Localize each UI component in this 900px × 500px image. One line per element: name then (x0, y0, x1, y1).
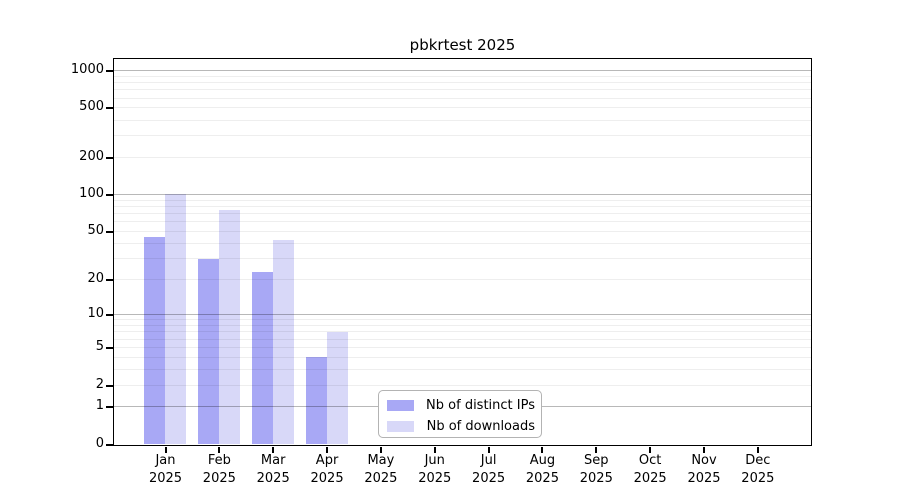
x-tick-label-apr: Apr 2025 (310, 453, 344, 486)
bars-layer (114, 59, 811, 445)
legend-entry-distinct-ips: Nb of distinct IPs (387, 396, 535, 414)
x-tick-label-jul: Jul 2025 (472, 453, 506, 486)
legend-swatch-distinct-ips (387, 399, 414, 411)
minor-gridline (113, 356, 811, 358)
y-tick-label: 20 (87, 271, 104, 287)
x-tick-label-sep: Sep 2025 (579, 453, 613, 486)
x-tick-label-dec: Dec 2025 (741, 453, 775, 486)
minor-gridline (113, 75, 811, 77)
y-tick-label: 2 (95, 376, 104, 392)
minor-gridline (113, 325, 811, 327)
x-tick (487, 446, 490, 453)
minor-gridline (113, 199, 811, 201)
y-tick-label: 50 (87, 223, 104, 239)
minor-gridline (113, 107, 811, 109)
x-tick-label-aug: Aug 2025 (525, 453, 559, 486)
bar-downloads-feb (218, 210, 240, 445)
y-tick (105, 347, 113, 349)
y-tick-label: 1000 (70, 62, 104, 77)
minor-gridline (113, 206, 811, 208)
y-tick (105, 70, 113, 72)
x-tick (433, 446, 436, 453)
legend: Nb of distinct IPs Nb of downloads (378, 390, 542, 438)
y-tick-label: 5 (95, 339, 104, 354)
x-tick (326, 446, 329, 453)
minor-gridline (113, 82, 811, 84)
x-tick (379, 446, 382, 453)
y-tick-label: 10 (87, 306, 104, 322)
minor-gridline (113, 331, 811, 333)
y-tick (105, 156, 113, 159)
major-gridline (113, 194, 811, 196)
y-tick (105, 406, 113, 409)
y-tick (105, 384, 113, 387)
minor-gridline (113, 384, 811, 386)
bar-distinct-ips-apr (305, 357, 327, 445)
major-gridline (113, 314, 811, 316)
bar-distinct-ips-feb (197, 258, 219, 445)
chart-title: pbkrtest 2025 (409, 36, 516, 54)
plot-area (112, 57, 812, 446)
y-tick-label: 500 (79, 99, 104, 115)
minor-gridline (113, 135, 811, 137)
grid-layer (113, 59, 811, 445)
bar-distinct-ips-mar (251, 272, 273, 445)
minor-gridline (113, 97, 811, 99)
bar-downloads-jan (165, 193, 186, 445)
minor-gridline (113, 242, 811, 244)
y-tick-label: 1 (95, 398, 104, 414)
y-tick (105, 194, 113, 197)
x-tick (272, 446, 275, 453)
legend-label-downloads: Nb of downloads (426, 418, 535, 434)
x-tick-label-mar: Mar 2025 (256, 453, 290, 486)
y-tick (105, 314, 113, 317)
x-tick (541, 446, 544, 453)
bar-downloads-mar (272, 239, 294, 445)
y-tick-label: 0 (95, 436, 104, 451)
x-tick (218, 446, 221, 453)
x-tick-label-may: May 2025 (364, 453, 398, 486)
x-tick (595, 446, 598, 453)
x-tick (164, 446, 167, 453)
minor-gridline (113, 347, 811, 348)
minor-gridline (113, 156, 811, 158)
bar-downloads-apr (326, 331, 348, 445)
minor-gridline (113, 258, 811, 260)
x-tick (756, 446, 759, 453)
legend-label-distinct-ips: Nb of distinct IPs (426, 397, 535, 413)
minor-gridline (113, 368, 811, 370)
minor-gridline (113, 89, 811, 91)
x-tick-label-feb: Feb 2025 (202, 453, 236, 486)
y-tick (105, 444, 113, 446)
minor-gridline (113, 338, 811, 340)
y-tick (105, 279, 113, 282)
x-tick-label-jun: Jun 2025 (418, 453, 452, 486)
x-tick (703, 446, 705, 453)
minor-gridline (113, 279, 811, 281)
minor-gridline (113, 231, 811, 233)
minor-gridline (113, 119, 811, 121)
minor-gridline (113, 319, 811, 321)
minor-gridline (113, 221, 811, 223)
y-tick-label: 100 (79, 186, 104, 202)
x-tick-label-oct: Oct 2025 (633, 453, 667, 486)
x-tick-label-nov: Nov 2025 (687, 453, 721, 486)
x-tick-label-jan: Jan 2025 (148, 453, 183, 486)
legend-swatch-downloads (387, 420, 414, 432)
legend-entry-downloads: Nb of downloads (387, 417, 535, 435)
y-tick-label: 200 (79, 148, 104, 164)
x-tick (649, 446, 652, 453)
bar-distinct-ips-jan (144, 237, 165, 445)
y-tick (105, 231, 113, 234)
major-gridline (113, 70, 811, 71)
y-tick (105, 107, 113, 110)
minor-gridline (113, 213, 811, 215)
